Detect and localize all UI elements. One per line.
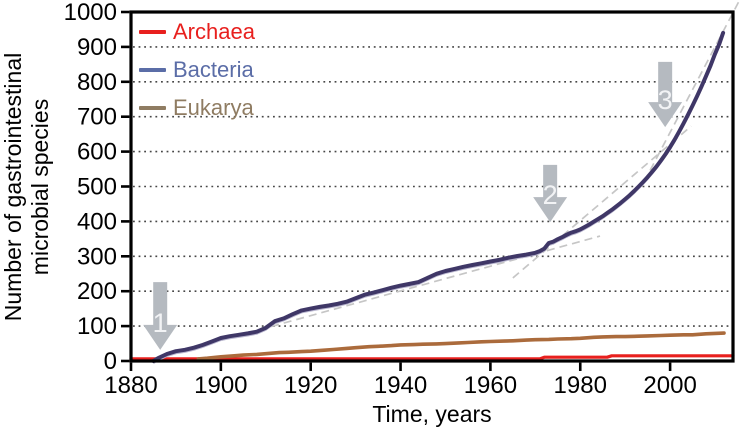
y-tick-label-800: 800 — [77, 69, 117, 96]
y-tick-label-500: 500 — [77, 174, 117, 201]
x-tick-label-1940: 1940 — [374, 372, 427, 399]
milestone-arrow-1-icon — [143, 282, 178, 350]
legend-item-eukarya: Eukarya — [139, 89, 255, 127]
x-tick-label-1960: 1960 — [464, 372, 517, 399]
milestone-arrow-3-icon — [648, 61, 683, 128]
legend-item-bacteria: Bacteria — [139, 51, 255, 89]
legend-label-bacteria: Bacteria — [173, 57, 254, 82]
legend-label-archaea: Archaea — [173, 19, 255, 44]
y-tick-label-1000: 1000 — [64, 0, 117, 26]
milestone-number-3: 3 — [658, 85, 673, 115]
y-axis-title: Number of gastrointestinal microbial spe… — [0, 0, 54, 377]
bacteria-line — [151, 30, 726, 363]
trend-line-3 — [643, 0, 741, 183]
archaea-line — [129, 354, 735, 361]
annotation-arrows: 1 2 3 — [143, 61, 683, 350]
milestone-number-1: 1 — [153, 308, 168, 338]
y-tick-label-200: 200 — [77, 278, 117, 305]
y-tick-label-100: 100 — [77, 313, 117, 340]
bacteria-line-swatch — [139, 68, 166, 72]
y-tick-label-300: 300 — [77, 243, 117, 270]
eukarya-line — [196, 331, 726, 361]
y-tick-label-400: 400 — [77, 208, 117, 235]
y-tick-label-900: 900 — [77, 34, 117, 61]
milestone-number-2: 2 — [543, 180, 558, 210]
x-tick-label-1980: 1980 — [554, 372, 607, 399]
legend-item-archaea: Archaea — [139, 13, 255, 51]
y-axis-title-line2: microbial species — [27, 98, 53, 276]
axis-ticks — [121, 10, 672, 371]
legend: Archaea Bacteria Eukarya — [139, 13, 255, 127]
y-tick-label-0: 0 — [104, 348, 117, 375]
y-tick-label-700: 700 — [77, 104, 117, 131]
x-tick-label-2000: 2000 — [643, 372, 696, 399]
x-tick-label-1900: 1900 — [194, 372, 247, 399]
legend-label-eukarya: Eukarya — [173, 95, 254, 120]
frame — [129, 10, 735, 363]
x-tick-label-1920: 1920 — [284, 372, 337, 399]
tick-labels: 0 100 200 300 400 500 600 700 800 900 1000 1880 1900… — [64, 0, 697, 399]
eukarya-line-swatch — [139, 106, 166, 110]
archaea-line-swatch — [139, 30, 166, 34]
milestone-arrow-2-icon — [533, 164, 568, 223]
x-tick-label-1880: 1880 — [104, 372, 157, 399]
data-series — [129, 30, 735, 364]
plot-frame — [129, 10, 735, 363]
y-tick-label-600: 600 — [77, 139, 117, 166]
x-axis-title: Time, years — [372, 401, 492, 427]
y-axis-title-line1: Number of gastrointestinal — [0, 52, 26, 322]
